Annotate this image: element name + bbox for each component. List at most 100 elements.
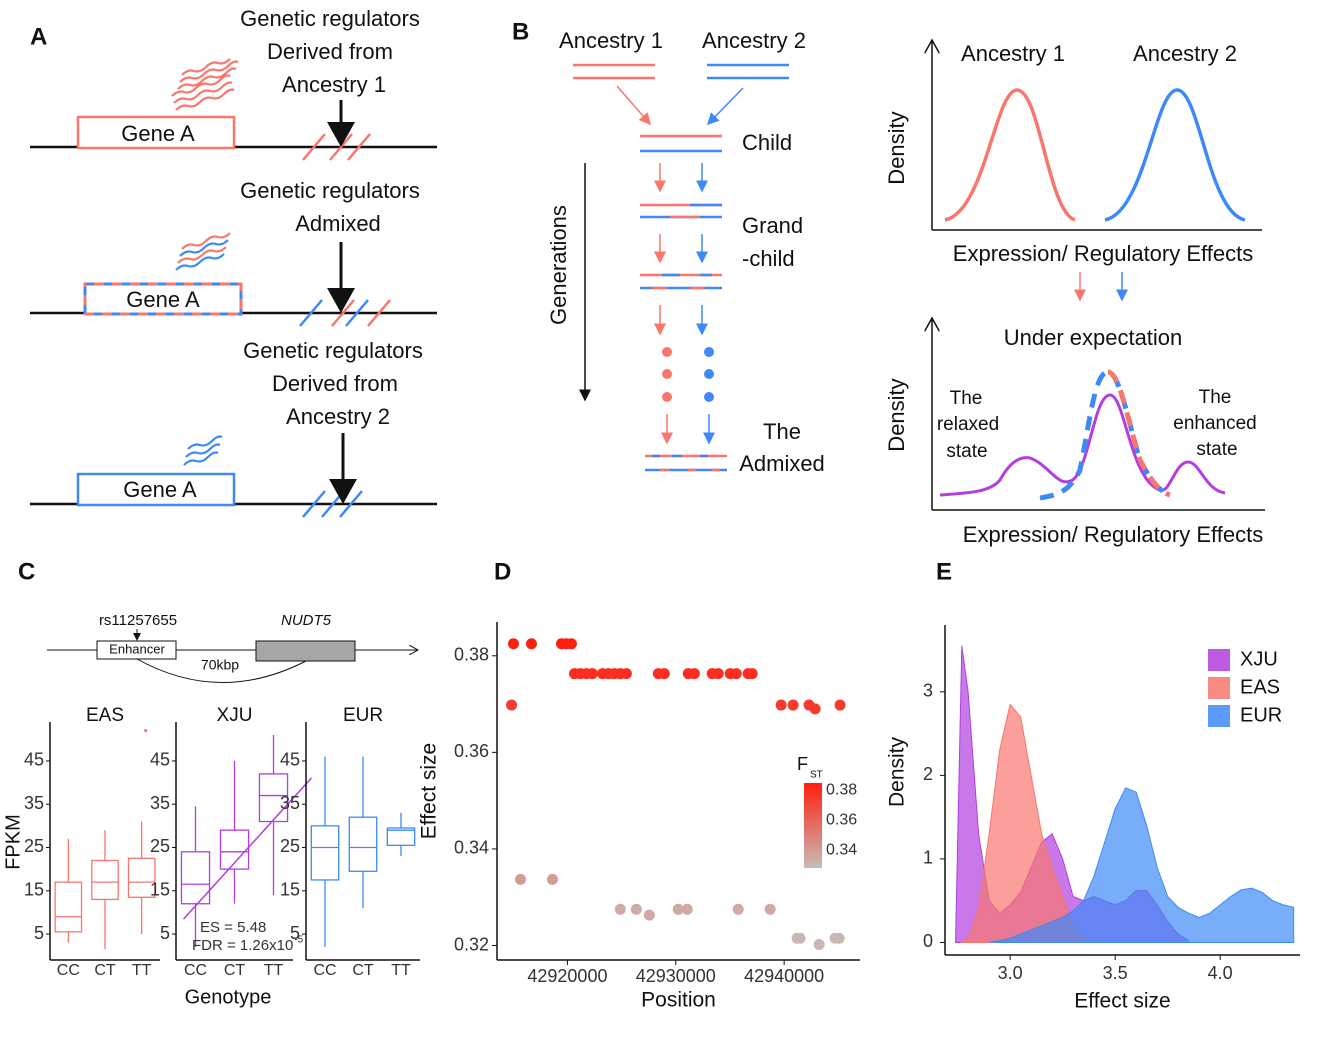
point — [643, 909, 655, 921]
x-tick-label: CC — [57, 962, 80, 979]
label: Genetic regulators — [240, 6, 420, 31]
arrow — [706, 87, 744, 126]
label: Child — [742, 130, 792, 155]
x-tick-label: TT — [132, 962, 152, 979]
gene-diagram: Enhancer rs11257655 NUDT5 70kbp — [47, 612, 418, 683]
y-tick-label: 0.34 — [454, 838, 489, 858]
annotation: -5 — [294, 935, 303, 946]
gene-box — [255, 640, 356, 662]
y-tick-label: 0.38 — [454, 645, 489, 665]
panel-a: Genetic regulators Derived from Ancestry… — [30, 6, 437, 518]
panel-label: E — [936, 558, 952, 585]
label: 70kbp — [201, 657, 239, 673]
x-tick-label: TT — [391, 962, 411, 979]
arrow — [616, 85, 651, 126]
point — [688, 668, 700, 680]
point — [746, 668, 758, 680]
y-tick-label: 45 — [280, 750, 300, 770]
y-tick-label: 25 — [280, 836, 300, 856]
y-tick-label: 25 — [24, 836, 44, 856]
label: The — [950, 388, 983, 409]
legend-swatch — [1208, 649, 1230, 671]
point — [794, 932, 806, 944]
gene-label: Gene A — [123, 477, 197, 502]
colorbar-label: 0.34 — [826, 841, 857, 858]
point — [813, 939, 825, 951]
arrow-head — [327, 288, 355, 313]
box — [91, 859, 119, 901]
label: -child — [742, 246, 795, 271]
label: Derived from — [267, 39, 393, 64]
point — [586, 668, 598, 680]
panel-b-left: Ancestry 1 Ancestry 2 Child Grand -child… — [546, 28, 825, 476]
facet-title: EUR — [343, 705, 383, 726]
axis-title: Expression/ Regulatory Effects — [953, 241, 1253, 266]
label: The — [1199, 387, 1232, 408]
y-tick-label: 5 — [160, 923, 170, 943]
panel-b-right: Ancestry 1 Ancestry 2 Density Expression… — [884, 40, 1265, 547]
box — [54, 881, 83, 933]
point — [614, 903, 626, 915]
x-tick-label: 42920000 — [527, 966, 607, 986]
point — [515, 873, 527, 885]
transcripts — [171, 58, 239, 111]
axis-title: Effect size — [418, 743, 441, 840]
point — [787, 699, 799, 711]
label: Derived from — [272, 371, 398, 396]
label: Ancestry 2 — [1133, 41, 1237, 66]
box — [386, 827, 416, 846]
outlier — [144, 729, 148, 733]
dots — [662, 347, 714, 402]
point — [681, 903, 693, 915]
label: Ancestry 1 — [282, 72, 386, 97]
colorbar-title: F — [797, 754, 808, 774]
point — [712, 668, 724, 680]
axis-title: Expression/ Regulatory Effects — [963, 522, 1263, 547]
x-tick-label: 4.0 — [1208, 963, 1233, 983]
colorbar-label: 0.36 — [826, 811, 857, 828]
x-tick-label: 3.5 — [1103, 963, 1128, 983]
legend-label: XJU — [1240, 648, 1278, 670]
chromosomes — [573, 63, 789, 472]
label: Enhancer — [109, 641, 165, 656]
label: enhanced — [1173, 413, 1256, 434]
point — [630, 903, 642, 915]
point — [834, 699, 846, 711]
label: Ancestry 2 — [702, 28, 806, 53]
annotation: FDR = 1.26x10 — [192, 937, 293, 954]
point — [672, 903, 684, 915]
y-tick-label: 5 — [290, 923, 300, 943]
facet-title: EAS — [86, 705, 124, 726]
x-tick-label: CC — [313, 962, 336, 979]
arrows — [654, 163, 715, 445]
y-tick-label: 25 — [150, 836, 170, 856]
y-tick-label: 35 — [280, 793, 300, 813]
y-tick-label: 0.32 — [454, 934, 489, 954]
gene-label: Gene A — [126, 287, 200, 312]
axis-title: Density — [886, 736, 909, 807]
panel-label: B — [512, 18, 529, 45]
y-tick-label: 15 — [280, 880, 300, 900]
fit-line — [182, 777, 313, 920]
gene-box — [76, 472, 236, 507]
label: relaxed — [937, 414, 999, 435]
box — [258, 773, 289, 823]
panel-label: D — [494, 558, 511, 585]
legend-label: EUR — [1240, 704, 1282, 726]
curve — [1104, 88, 1246, 222]
axis-title: Density — [884, 378, 909, 451]
enhancer-box — [96, 640, 177, 660]
density-area — [989, 787, 1295, 943]
loop — [136, 658, 307, 683]
y-tick-label: 35 — [150, 793, 170, 813]
label: The — [763, 419, 801, 444]
box — [127, 857, 156, 898]
point — [730, 668, 742, 680]
transcripts — [183, 435, 223, 466]
x-tick-label: CT — [352, 962, 374, 979]
label: Genetic regulators — [240, 178, 420, 203]
point — [658, 668, 670, 680]
label: Ancestry 1 — [559, 28, 663, 53]
x-tick-label: TT — [264, 962, 284, 979]
